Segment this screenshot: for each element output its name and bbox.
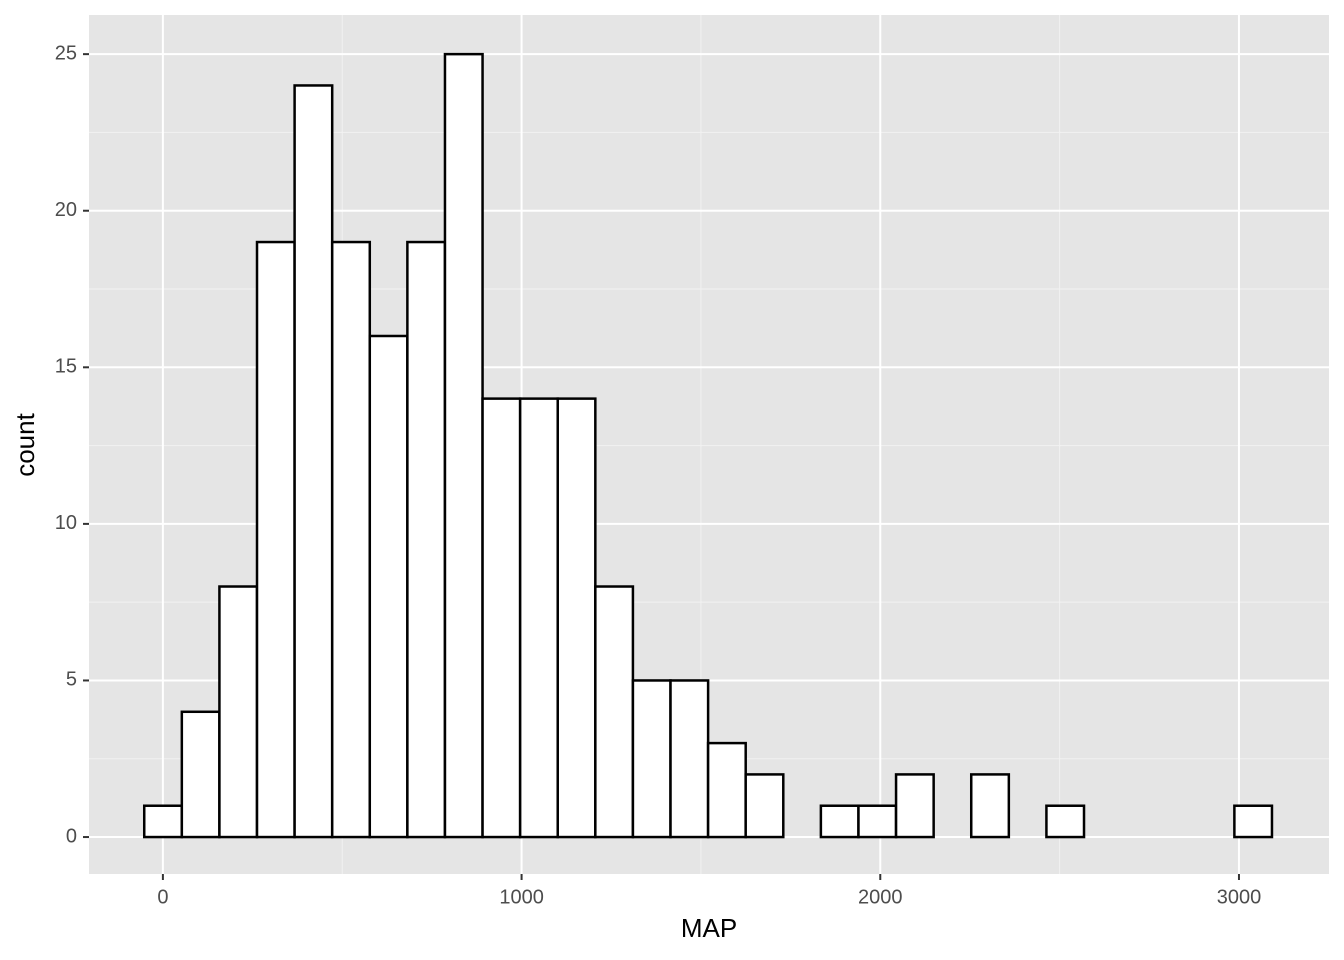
bar [969, 773, 1011, 839]
bar [894, 773, 935, 839]
bar [669, 679, 710, 839]
bar [594, 585, 635, 839]
bar [481, 397, 522, 839]
x-tick-label: 2000 [858, 886, 903, 908]
y-tick-label: 0 [66, 825, 77, 847]
bar [1233, 804, 1274, 839]
x-axis-title: MAP [681, 913, 737, 943]
bar [706, 741, 747, 839]
bar [443, 52, 484, 839]
y-tick-label: 5 [66, 669, 77, 691]
x-tick-label: 1000 [499, 886, 544, 908]
bar [406, 240, 447, 839]
bar [1045, 804, 1086, 839]
bar [556, 397, 597, 839]
bar [819, 804, 860, 839]
y-axis-title: count [10, 412, 40, 476]
bar [142, 804, 184, 839]
bar [180, 710, 221, 839]
bar [631, 679, 672, 839]
bar [218, 585, 259, 839]
bar [255, 240, 296, 839]
x-tick-label: 3000 [1217, 886, 1262, 908]
bar [293, 84, 334, 839]
bar [744, 773, 785, 839]
bar [518, 397, 559, 839]
y-tick-label: 25 [55, 42, 77, 64]
y-tick-label: 15 [55, 356, 77, 378]
y-tick-label: 10 [55, 512, 77, 534]
bar [857, 804, 898, 839]
bar [330, 240, 372, 839]
bar [368, 334, 409, 839]
y-tick-label: 20 [55, 199, 77, 221]
x-tick-label: 0 [157, 886, 168, 908]
